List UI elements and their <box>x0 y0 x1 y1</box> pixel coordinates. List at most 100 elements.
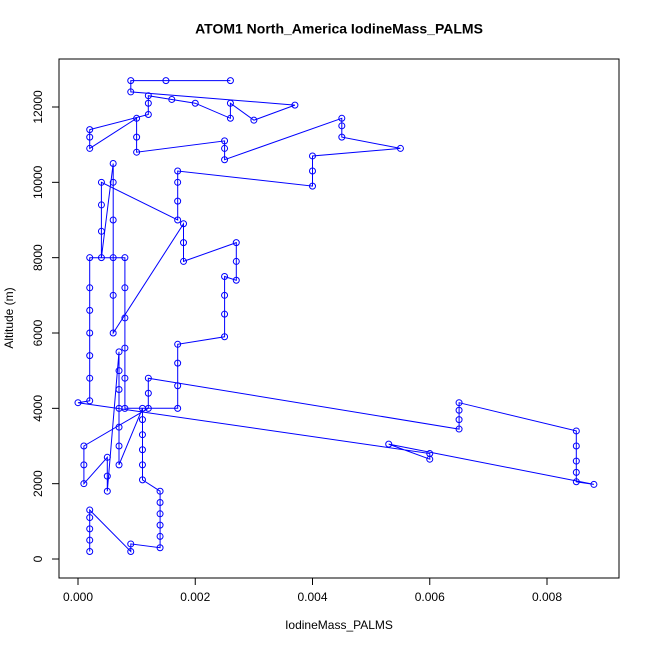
data-point <box>232 257 240 265</box>
data-point <box>97 227 105 235</box>
x-tick-label: 0.000 <box>63 590 93 604</box>
data-point <box>80 461 88 469</box>
data-point <box>121 314 129 322</box>
data-point <box>174 178 182 186</box>
data-point <box>127 547 135 555</box>
y-tick-label: 6000 <box>31 319 45 346</box>
data-point <box>86 514 94 522</box>
data-point <box>338 122 346 130</box>
data-point <box>86 144 94 152</box>
data-point <box>121 374 129 382</box>
data-point <box>221 156 229 164</box>
data-point <box>138 461 146 469</box>
x-tick-label: 0.004 <box>297 590 327 604</box>
data-point <box>133 133 141 141</box>
data-point <box>309 167 317 175</box>
data-point <box>115 423 123 431</box>
plot-frame <box>58 58 620 579</box>
data-point <box>121 284 129 292</box>
data-point <box>109 159 117 167</box>
data-point <box>133 114 141 122</box>
data-point <box>455 425 463 433</box>
data-point <box>226 77 234 85</box>
data-point <box>115 386 123 394</box>
data-point <box>455 399 463 407</box>
data-point <box>86 547 94 555</box>
data-point <box>180 257 188 265</box>
data-point <box>109 329 117 337</box>
data-point <box>221 333 229 341</box>
data-point <box>109 178 117 186</box>
data-point <box>86 352 94 360</box>
data-point <box>309 182 317 190</box>
data-point <box>572 478 580 486</box>
data-point <box>174 382 182 390</box>
data-point <box>109 254 117 262</box>
data-point <box>572 457 580 465</box>
data-point <box>174 197 182 205</box>
data-point <box>174 216 182 224</box>
data-point <box>309 152 317 160</box>
data-point <box>455 416 463 424</box>
y-axis-title: Altitude (m) <box>2 287 16 348</box>
data-point <box>174 340 182 348</box>
data-point <box>133 148 141 156</box>
data-point <box>144 374 152 382</box>
data-point <box>86 525 94 533</box>
data-point <box>103 487 111 495</box>
data-point <box>115 461 123 469</box>
data-point <box>455 406 463 414</box>
x-tick-label: 0.002 <box>180 590 210 604</box>
data-point <box>590 480 598 488</box>
data-point <box>138 431 146 439</box>
y-tick-label: 12000 <box>31 90 45 124</box>
data-point <box>103 472 111 480</box>
data-point <box>97 201 105 209</box>
data-point <box>86 126 94 134</box>
data-point <box>144 99 152 107</box>
data-point <box>109 291 117 299</box>
data-point <box>156 487 164 495</box>
data-point <box>572 442 580 450</box>
data-point <box>221 137 229 145</box>
data-point <box>86 506 94 514</box>
data-point <box>121 254 129 262</box>
data-point <box>138 416 146 424</box>
data-point <box>156 544 164 552</box>
data-point <box>121 344 129 352</box>
data-point <box>127 540 135 548</box>
data-point <box>86 306 94 314</box>
x-tick-label: 0.006 <box>415 590 445 604</box>
data-point <box>74 399 82 407</box>
data-point <box>109 216 117 224</box>
data-point <box>103 453 111 461</box>
data-point <box>127 77 135 85</box>
data-point <box>156 521 164 529</box>
data-point <box>174 359 182 367</box>
data-point <box>138 446 146 454</box>
data-point <box>338 133 346 141</box>
x-tick-label: 0.008 <box>532 590 562 604</box>
y-tick-label: 8000 <box>31 244 45 271</box>
data-point <box>221 272 229 280</box>
x-axis-title: IodineMass_PALMS <box>285 618 393 632</box>
data-point <box>80 480 88 488</box>
data-point <box>232 276 240 284</box>
data-point <box>97 178 105 186</box>
data-point <box>115 442 123 450</box>
data-point <box>572 468 580 476</box>
data-point <box>115 367 123 375</box>
data-point <box>144 389 152 397</box>
y-tick-label: 0 <box>31 555 45 562</box>
data-point <box>338 114 346 122</box>
data-point <box>80 442 88 450</box>
data-point <box>86 397 94 405</box>
data-point <box>226 99 234 107</box>
data-point <box>121 404 129 412</box>
y-tick-label: 2000 <box>31 470 45 497</box>
data-point <box>385 440 393 448</box>
y-tick-label: 4000 <box>31 395 45 422</box>
data-point <box>572 427 580 435</box>
